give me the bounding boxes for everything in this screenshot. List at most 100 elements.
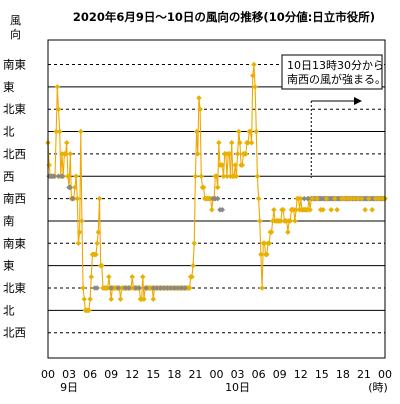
- data-point: [280, 206, 287, 213]
- data-series: [45, 61, 388, 314]
- data-point: [198, 173, 205, 180]
- data-point: [72, 184, 78, 191]
- data-point: [55, 106, 62, 113]
- data-point: [136, 285, 143, 291]
- x-tick-label: 15: [315, 368, 329, 381]
- data-point: [253, 128, 260, 135]
- data-point: [74, 195, 81, 202]
- x-tick-label: 00: [41, 368, 55, 381]
- x-tick-label: 09: [104, 368, 118, 381]
- data-point: [323, 195, 330, 202]
- data-point: [200, 184, 207, 191]
- x-day-label: 10日: [225, 381, 250, 394]
- data-point: [232, 162, 239, 168]
- data-point: [334, 206, 340, 213]
- data-point: [46, 162, 53, 168]
- data-point: [219, 206, 226, 213]
- data-point: [88, 274, 95, 280]
- data-point: [228, 139, 235, 146]
- data-point: [80, 285, 86, 291]
- data-point: [252, 84, 258, 90]
- data-point: [251, 61, 257, 68]
- y-tick-label: 東: [3, 259, 15, 273]
- data-point: [208, 206, 215, 213]
- x-tick-label: 00: [378, 368, 392, 381]
- data-point: [292, 218, 298, 224]
- x-tick-label: 00: [210, 368, 224, 381]
- data-point: [369, 206, 375, 213]
- x-tick-label: 12: [125, 368, 139, 381]
- y-axis-label-char: 風: [10, 14, 21, 27]
- y-tick-label: 北西: [3, 326, 26, 340]
- data-point: [150, 296, 157, 302]
- annotation-arrow-head: [354, 97, 362, 105]
- data-point: [54, 84, 61, 90]
- data-point: [99, 262, 105, 269]
- x-unit-label: (時): [368, 381, 388, 394]
- annotation-text: 10日13時30分から: [287, 59, 384, 72]
- data-point: [143, 285, 150, 291]
- data-point: [94, 240, 100, 247]
- data-point: [194, 151, 201, 157]
- data-point: [216, 139, 222, 146]
- data-point: [87, 296, 93, 302]
- x-tick-label: 09: [273, 368, 287, 381]
- data-point: [190, 262, 196, 269]
- data-point: [365, 195, 372, 202]
- y-tick-label: 北東: [3, 102, 26, 116]
- data-point: [233, 173, 240, 180]
- data-point: [59, 173, 65, 180]
- y-axis-label-char: 向: [10, 27, 21, 41]
- data-point: [73, 173, 79, 180]
- data-point: [237, 139, 243, 146]
- annotation-text: 南西の風が強まる。: [287, 72, 386, 86]
- x-tick-label: 03: [62, 368, 76, 381]
- data-point: [362, 206, 368, 213]
- y-tick-label: 北東: [3, 281, 26, 295]
- data-point: [271, 206, 277, 213]
- data-point: [235, 128, 242, 135]
- y-tick-label: 南西: [3, 192, 26, 206]
- data-point: [191, 240, 198, 247]
- chart-title: 2020年6月9日～10日の風向の推移(10分値:日立市役所): [73, 10, 375, 24]
- data-point: [257, 218, 263, 224]
- x-tick-label: 18: [167, 368, 181, 381]
- data-point: [247, 128, 254, 135]
- data-point: [255, 195, 262, 202]
- data-point: [314, 195, 320, 202]
- data-point: [94, 285, 100, 291]
- data-point: [67, 151, 74, 157]
- data-point: [219, 162, 226, 168]
- x-tick-label: 18: [336, 368, 350, 381]
- data-point: [193, 128, 200, 135]
- data-point: [189, 274, 195, 280]
- data-point: [234, 151, 241, 157]
- data-point: [108, 285, 114, 291]
- annotation-box: [281, 54, 383, 90]
- data-point: [259, 285, 265, 291]
- data-point: [358, 195, 365, 202]
- x-tick-label: 12: [294, 368, 308, 381]
- data-point: [56, 128, 63, 135]
- y-axis-label: 風向: [10, 14, 21, 41]
- data-point: [141, 296, 147, 302]
- x-tick-labels: 00 03 06 09 12 15 18 21 00 03 06 09 12 15 18 21 00 9日 10日 (…: [41, 368, 392, 394]
- data-point: [106, 274, 112, 280]
- data-point: [264, 251, 270, 258]
- data-point: [249, 72, 256, 79]
- data-point: [307, 206, 313, 213]
- y-tick-label: 南東: [3, 236, 26, 250]
- data-point: [69, 195, 76, 202]
- data-point: [266, 240, 272, 247]
- data-point: [108, 296, 114, 302]
- data-point: [125, 285, 132, 291]
- data-point: [96, 195, 103, 202]
- y-tick-label: 北西: [3, 147, 26, 161]
- x-tick-label: 21: [357, 368, 371, 381]
- data-point: [254, 173, 261, 180]
- data-point: [192, 173, 199, 180]
- x-day-label: 9日: [60, 381, 78, 394]
- data-point: [95, 229, 102, 235]
